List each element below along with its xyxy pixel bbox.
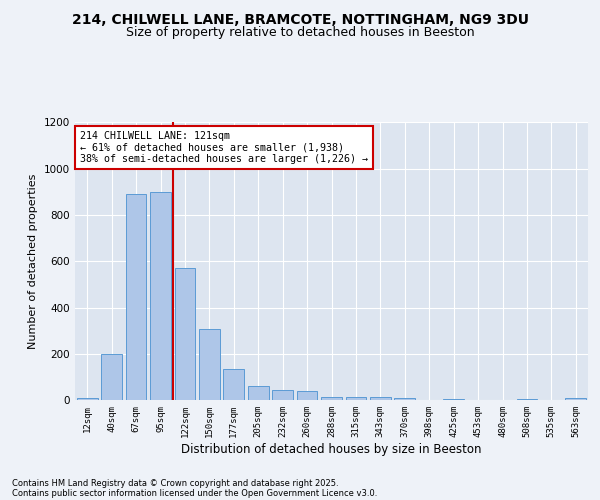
Bar	[296, 391, 317, 400]
Bar	[443, 399, 464, 400]
Bar	[77, 398, 98, 400]
Bar	[248, 386, 269, 400]
Y-axis label: Number of detached properties: Number of detached properties	[28, 174, 38, 349]
Bar	[346, 396, 367, 400]
Text: 214, CHILWELL LANE, BRAMCOTE, NOTTINGHAM, NG9 3DU: 214, CHILWELL LANE, BRAMCOTE, NOTTINGHAM…	[71, 12, 529, 26]
Bar	[517, 399, 538, 400]
Bar	[199, 330, 220, 400]
Bar	[321, 396, 342, 400]
Text: Contains public sector information licensed under the Open Government Licence v3: Contains public sector information licen…	[12, 488, 377, 498]
Bar	[150, 192, 171, 400]
Bar	[565, 398, 586, 400]
Bar	[175, 268, 196, 400]
Text: 214 CHILWELL LANE: 121sqm
← 61% of detached houses are smaller (1,938)
38% of se: 214 CHILWELL LANE: 121sqm ← 61% of detac…	[80, 131, 368, 164]
Text: Contains HM Land Registry data © Crown copyright and database right 2025.: Contains HM Land Registry data © Crown c…	[12, 478, 338, 488]
Bar	[101, 354, 122, 400]
Bar	[394, 398, 415, 400]
Bar	[370, 396, 391, 400]
Bar	[125, 194, 146, 400]
Bar	[272, 390, 293, 400]
Text: Size of property relative to detached houses in Beeston: Size of property relative to detached ho…	[125, 26, 475, 39]
X-axis label: Distribution of detached houses by size in Beeston: Distribution of detached houses by size …	[181, 442, 482, 456]
Bar	[223, 369, 244, 400]
